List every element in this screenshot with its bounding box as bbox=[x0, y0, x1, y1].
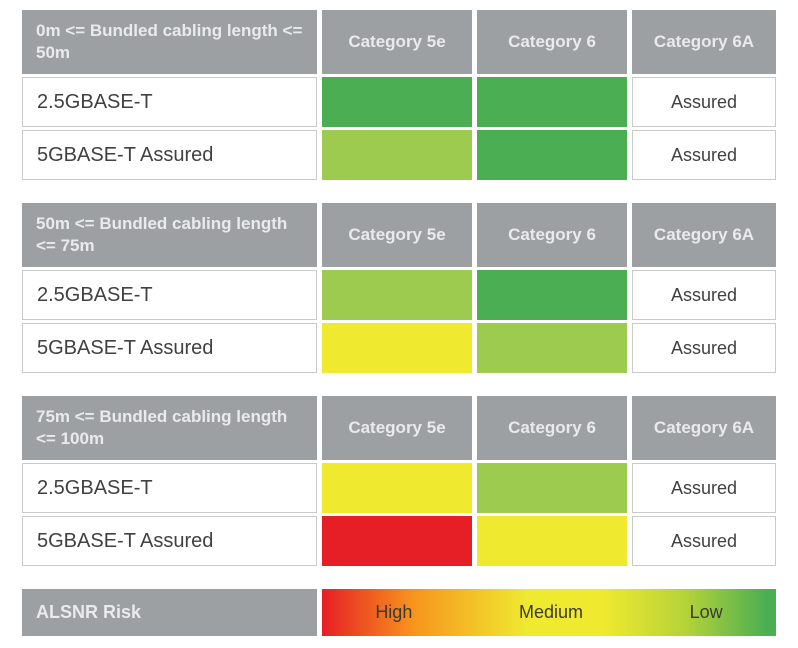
row-label: 5GBASE-T Assured bbox=[22, 130, 317, 180]
table-title: 0m <= Bundled cabling length <= 50m bbox=[22, 10, 317, 74]
row-label: 5GBASE-T Assured bbox=[22, 323, 317, 373]
assured-cell: Assured bbox=[632, 77, 776, 127]
risk-cell bbox=[477, 270, 627, 320]
row-label: 2.5GBASE-T bbox=[22, 270, 317, 320]
risk-table-0-50m: 0m <= Bundled cabling length <= 50m Cate… bbox=[22, 10, 776, 180]
column-header-category-6a: Category 6A bbox=[632, 203, 776, 267]
risk-legend: ALSNR Risk High Medium Low bbox=[22, 589, 776, 636]
legend-level-high: High bbox=[375, 602, 413, 622]
column-header-category-6: Category 6 bbox=[477, 396, 627, 460]
risk-table-75-100m: 75m <= Bundled cabling length <= 100m Ca… bbox=[22, 396, 776, 566]
risk-gradient-bar: High Medium Low bbox=[322, 589, 776, 636]
risk-cell bbox=[322, 130, 472, 180]
row-label: 2.5GBASE-T bbox=[22, 77, 317, 127]
assured-cell: Assured bbox=[632, 130, 776, 180]
column-header-category-6a: Category 6A bbox=[632, 396, 776, 460]
risk-cell bbox=[477, 130, 627, 180]
column-header-category-6a: Category 6A bbox=[632, 10, 776, 74]
assured-cell: Assured bbox=[632, 270, 776, 320]
table-title: 50m <= Bundled cabling length <= 75m bbox=[22, 203, 317, 267]
risk-cell bbox=[322, 516, 472, 566]
column-header-category-6: Category 6 bbox=[477, 10, 627, 74]
legend-level-low: Low bbox=[689, 602, 723, 622]
column-header-category-5e: Category 5e bbox=[322, 396, 472, 460]
table-title: 75m <= Bundled cabling length <= 100m bbox=[22, 396, 317, 460]
column-header-category-5e: Category 5e bbox=[322, 203, 472, 267]
risk-cell bbox=[322, 463, 472, 513]
risk-cell bbox=[477, 323, 627, 373]
risk-cell bbox=[322, 77, 472, 127]
legend-level-medium: Medium bbox=[518, 602, 583, 622]
assured-cell: Assured bbox=[632, 516, 776, 566]
assured-cell: Assured bbox=[632, 323, 776, 373]
column-header-category-6: Category 6 bbox=[477, 203, 627, 267]
row-label: 5GBASE-T Assured bbox=[22, 516, 317, 566]
column-header-category-5e: Category 5e bbox=[322, 10, 472, 74]
assured-cell: Assured bbox=[632, 463, 776, 513]
risk-cell bbox=[477, 463, 627, 513]
legend-title: ALSNR Risk bbox=[22, 589, 317, 636]
risk-cell bbox=[322, 323, 472, 373]
risk-cell bbox=[477, 77, 627, 127]
risk-cell bbox=[477, 516, 627, 566]
row-label: 2.5GBASE-T bbox=[22, 463, 317, 513]
risk-cell bbox=[322, 270, 472, 320]
risk-table-50-75m: 50m <= Bundled cabling length <= 75m Cat… bbox=[22, 203, 776, 373]
